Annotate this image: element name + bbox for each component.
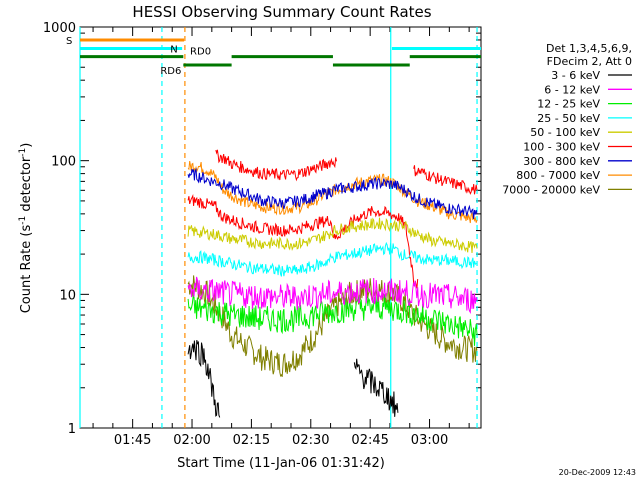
series-line (187, 167, 478, 219)
legend-item-label: 25 - 50 keV (537, 112, 600, 125)
y-tick-label: 1 (68, 422, 76, 437)
flag-label-rd6: RD6 (160, 66, 181, 77)
series-line (353, 358, 399, 417)
legend-item-label: 300 - 800 keV (523, 155, 600, 168)
legend-item-label: 6 - 12 keV (544, 83, 600, 96)
axis-ticks: 1 10 100 1000 01:45 02:00 02:15 02:30 02:45 03:00 (43, 21, 481, 448)
series-line (187, 294, 478, 346)
status-flags: S N RD0 RD6 (66, 36, 481, 77)
x-tick-label: 02:15 (233, 433, 270, 448)
series-line (187, 276, 478, 315)
legend-item-label: 3 - 6 keV (551, 69, 600, 82)
legend-item-label: 800 - 7000 keV (516, 169, 600, 182)
chart-title: HESSI Observing Summary Count Rates (132, 3, 431, 21)
series-line (187, 275, 478, 378)
legend-item-label: 12 - 25 keV (537, 98, 600, 111)
series-line (413, 165, 478, 195)
series-line (187, 339, 221, 418)
flag-label-rd0: RD0 (190, 47, 211, 58)
x-tick-label: 01:45 (114, 433, 151, 448)
series-group (187, 149, 478, 418)
y-axis-label: Count Rate (s-1 detector-1) (18, 143, 34, 314)
series-line (215, 149, 337, 182)
y-tick-label: 1000 (43, 21, 76, 36)
y-tick-label: 10 (59, 288, 76, 303)
series-line (187, 217, 478, 254)
legend-item-label: 100 - 300 keV (523, 141, 600, 154)
series-line (187, 193, 419, 289)
mode-vlines (79, 27, 478, 428)
legend-item-label: 7000 - 20000 keV (502, 183, 600, 196)
flag-label-s: S (66, 36, 72, 47)
flag-label-n: N (170, 45, 177, 56)
x-tick-label: 03:00 (411, 433, 448, 448)
x-tick-label: 02:30 (292, 433, 329, 448)
legend-header-2: FDecim 2, Att 0 (547, 55, 632, 68)
date-stamp: 20-Dec-2009 12:43 (559, 468, 636, 477)
x-tick-label: 02:45 (351, 433, 388, 448)
legend-item-label: 50 - 100 keV (530, 126, 600, 139)
y-tick-label: 100 (51, 155, 76, 170)
legend-header-1: Det 1,3,4,5,6,9, (546, 42, 632, 55)
x-axis-label: Start Time (11-Jan-06 01:31:42) (177, 456, 385, 471)
x-tick-label: 02:00 (173, 433, 210, 448)
series-line (187, 241, 478, 277)
